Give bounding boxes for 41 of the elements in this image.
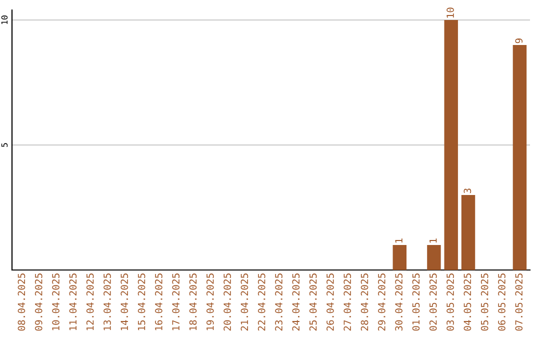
data-label: 1 (395, 238, 402, 243)
x-tick-label: 15.04.2025 (138, 274, 146, 330)
bar (461, 195, 476, 270)
x-tick-label: 26.04.2025 (326, 274, 334, 331)
x-tick-label: 20.04.2025 (224, 274, 231, 331)
x-tick-label: 28.04.2025 (360, 274, 368, 331)
x-tick-label: 19.04.2025 (206, 274, 214, 330)
x-tick-label: 29.04.2025 (378, 274, 386, 331)
x-tick-label: 12.04.2025 (86, 274, 94, 330)
x-tick-label: 25.04.2025 (309, 274, 317, 331)
data-label: 9 (515, 38, 523, 44)
x-tick-label: 24.04.2025 (292, 274, 300, 331)
x-tick-label: 01.05.2025 (412, 274, 420, 331)
x-tick-label: 09.04.2025 (34, 274, 42, 331)
x-tick-label: 06.05.2025 (498, 274, 506, 331)
x-tick-label: 22.04.2025 (258, 274, 266, 331)
data-label: 3 (464, 188, 472, 194)
x-tick-label: 17.04.2025 (172, 274, 180, 330)
data-label: 10 (446, 8, 454, 18)
bar (512, 45, 527, 270)
x-tick-label: 21.04.2025 (240, 274, 248, 331)
x-tick-label: 04.05.2025 (464, 274, 472, 331)
x-tick-label: 08.04.2025 (18, 274, 26, 331)
x-tick-label: 13.04.2025 (104, 274, 111, 330)
x-tick-label: 03.05.2025 (446, 274, 454, 331)
x-tick-label: 18.04.2025 (189, 274, 197, 330)
x-tick-label: 14.04.2025 (120, 274, 128, 330)
bar (444, 20, 458, 270)
x-tick-label: 10.04.2025 (52, 274, 60, 330)
x-tick-label: 30.04.2025 (395, 274, 402, 331)
x-tick-label: 11.04.2025 (69, 274, 77, 330)
x-tick-label: 27.04.2025 (344, 274, 352, 331)
x-tick-label: 07.05.2025 (515, 274, 523, 331)
y-tick-label: 5 (1, 143, 8, 147)
x-tick-label: 05.05.2025 (480, 274, 488, 331)
x-tick-label: 02.05.2025 (429, 274, 437, 331)
x-tick-label: 23.04.2025 (275, 274, 282, 331)
data-label: 1 (430, 238, 437, 243)
bar (392, 245, 407, 270)
x-tick-label: 16.04.2025 (155, 274, 162, 330)
bar (427, 245, 441, 270)
